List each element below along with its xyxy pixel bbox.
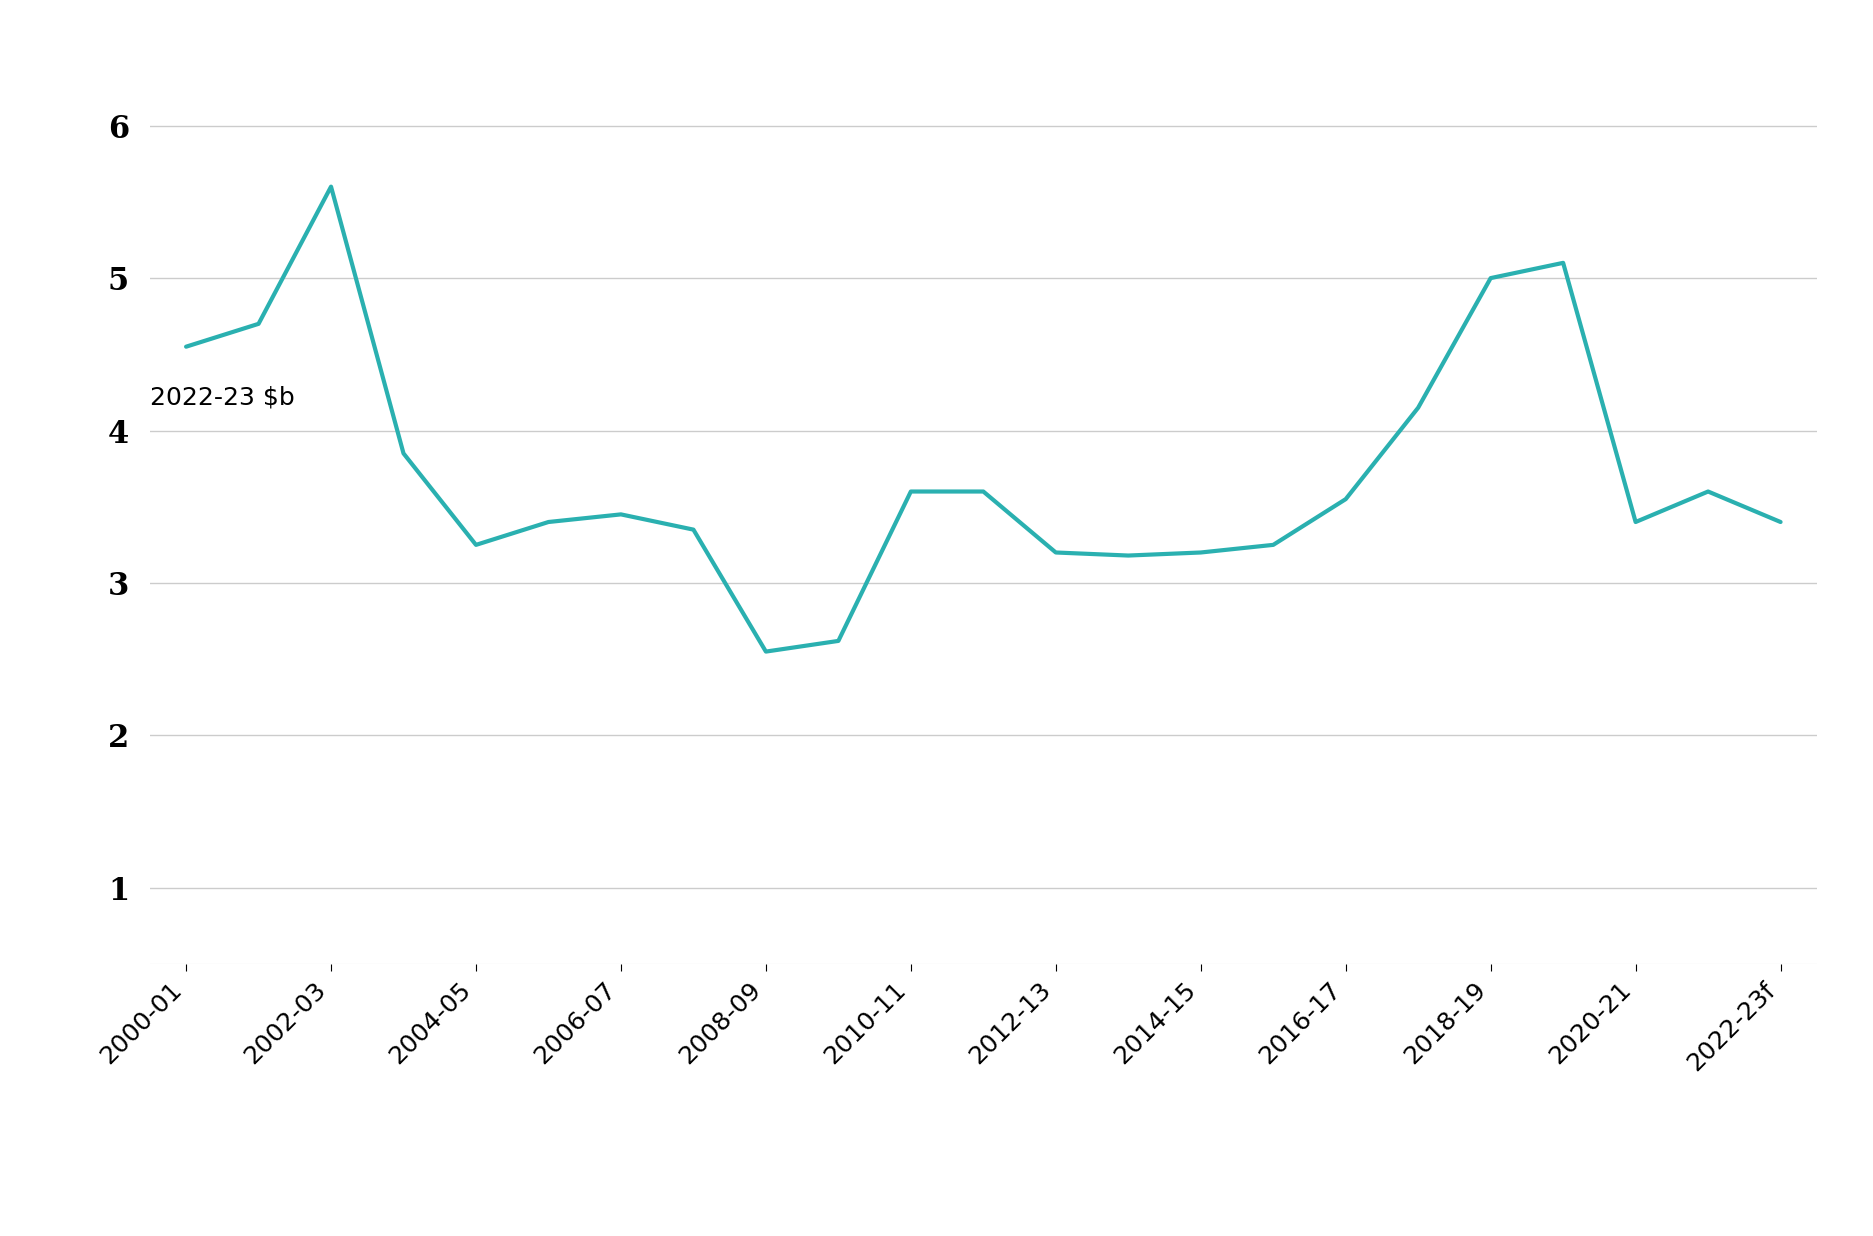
Text: 2022-23 $b: 2022-23 $b (150, 384, 294, 409)
